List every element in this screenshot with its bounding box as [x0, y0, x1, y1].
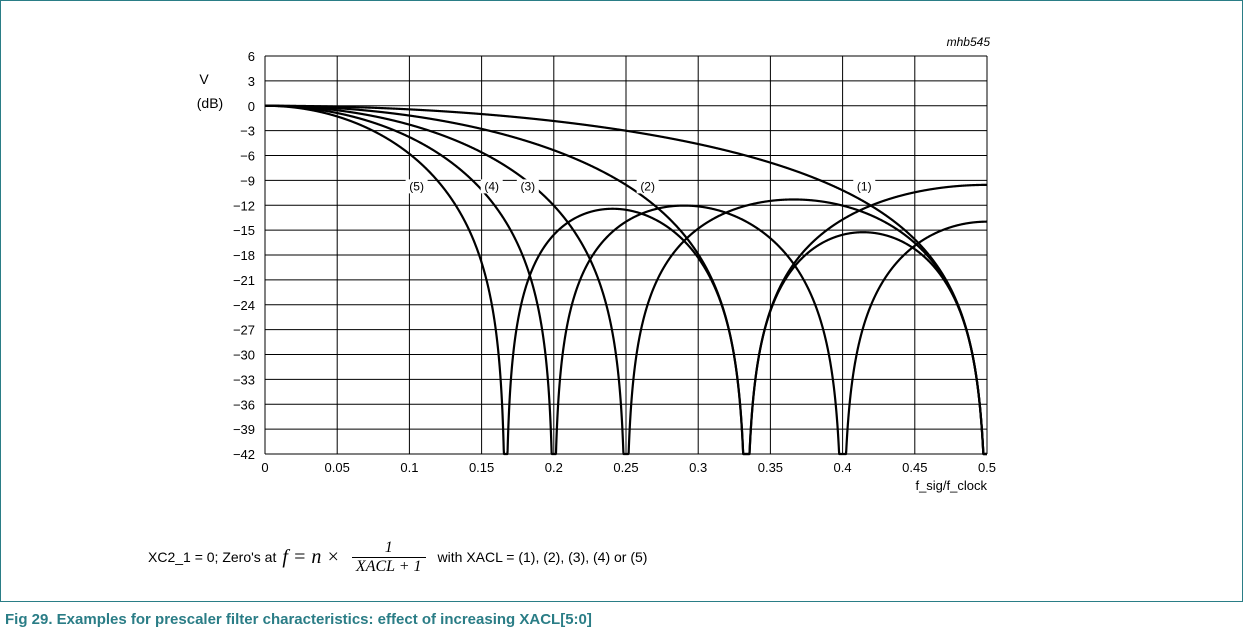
x-tick-label: 0.5	[978, 460, 996, 475]
curve-label-bg	[405, 179, 428, 194]
curve-xacl-4	[264, 104, 988, 456]
y-tick-labels: 6 3 0 −3 −6 −9 −12 −15 −18 −21 −24 −27 −30 −33 −36 −39 −…	[233, 49, 255, 462]
formula-line: XC2_1 = 0; Zero's at f = n × 1 XACL + 1 …	[148, 535, 647, 579]
formula-suffix: with XACL = (1), (2), (3), (4) or (5)	[437, 549, 648, 565]
y-tick-label: 3	[248, 74, 255, 89]
y-tick-label: −33	[233, 372, 255, 387]
curve-label-bg	[516, 179, 539, 194]
y-tick-label: −27	[233, 323, 255, 338]
formula-lhs: f = n ×	[282, 545, 340, 568]
curve-label-bg	[480, 179, 503, 194]
y-tick-label: −21	[233, 273, 255, 288]
x-tick-label: 0.4	[834, 460, 852, 475]
curve-label-bg	[853, 179, 876, 194]
formula-numerator: 1	[384, 538, 393, 556]
curves	[264, 104, 988, 456]
figure-code: mhb545	[947, 35, 991, 49]
curve-xacl-3	[264, 104, 988, 456]
y-axis-label-line2: (dB)	[197, 95, 223, 111]
y-tick-label: −39	[233, 422, 255, 437]
x-axis-label: f_sig/f_clock	[915, 478, 987, 493]
y-axis-label-line1: V	[199, 71, 209, 87]
y-tick-label: −18	[233, 248, 255, 263]
x-tick-label: 0.45	[902, 460, 927, 475]
y-tick-label: −9	[240, 173, 255, 188]
curve-label-bg	[636, 179, 659, 194]
formula-denominator: XACL + 1	[351, 556, 426, 576]
figure-frame	[0, 0, 1243, 602]
y-tick-label: −3	[240, 124, 255, 139]
x-tick-label: 0.35	[758, 460, 783, 475]
curve-xacl-5	[264, 104, 988, 456]
y-tick-label: −6	[240, 149, 255, 164]
figure-caption: Fig 29. Examples for prescaler filter ch…	[5, 611, 592, 628]
curve-xacl-2	[264, 104, 988, 456]
y-tick-label: −24	[233, 298, 255, 313]
y-tick-label: −12	[233, 198, 255, 213]
x-tick-label: 0.3	[689, 460, 707, 475]
y-tick-label: −30	[233, 348, 255, 363]
x-tick-label: 0.05	[325, 460, 350, 475]
curve-label-3: (3)	[520, 179, 535, 193]
x-tick-label: 0.2	[545, 460, 563, 475]
y-tick-label: −36	[233, 397, 255, 412]
y-tick-label: 6	[248, 49, 255, 64]
grid	[264, 55, 988, 455]
x-tick-labels: 0 0.05 0.1 0.15 0.2 0.25 0.3 0.35 0.4 0.45 0.5	[261, 460, 996, 475]
curve-label-2: (2)	[640, 179, 655, 193]
curve-labels: (1) (2) (3) (4) (5)	[405, 179, 876, 194]
x-tick-label: 0.15	[469, 460, 494, 475]
y-tick-label: −42	[233, 447, 255, 462]
x-tick-label: 0.25	[613, 460, 638, 475]
formula-prefix: XC2_1 = 0; Zero's at	[148, 549, 277, 565]
formula-fraction: 1 XACL + 1	[351, 538, 426, 576]
curve-xacl-1	[264, 104, 988, 456]
x-tick-label: 0.1	[400, 460, 418, 475]
curve-label-4: (4)	[484, 179, 499, 193]
x-tick-label: 0	[261, 460, 268, 475]
prescaler-filter-chart: (1) (2) (3) (4) (5) 6 3 0 −3 −6 −9 −12 −15 −18 −21 −24…	[197, 35, 996, 493]
curve-label-5: (5)	[409, 179, 424, 193]
y-tick-label: −15	[233, 223, 255, 238]
y-tick-label: 0	[248, 99, 255, 114]
curve-label-1: (1)	[857, 179, 872, 193]
